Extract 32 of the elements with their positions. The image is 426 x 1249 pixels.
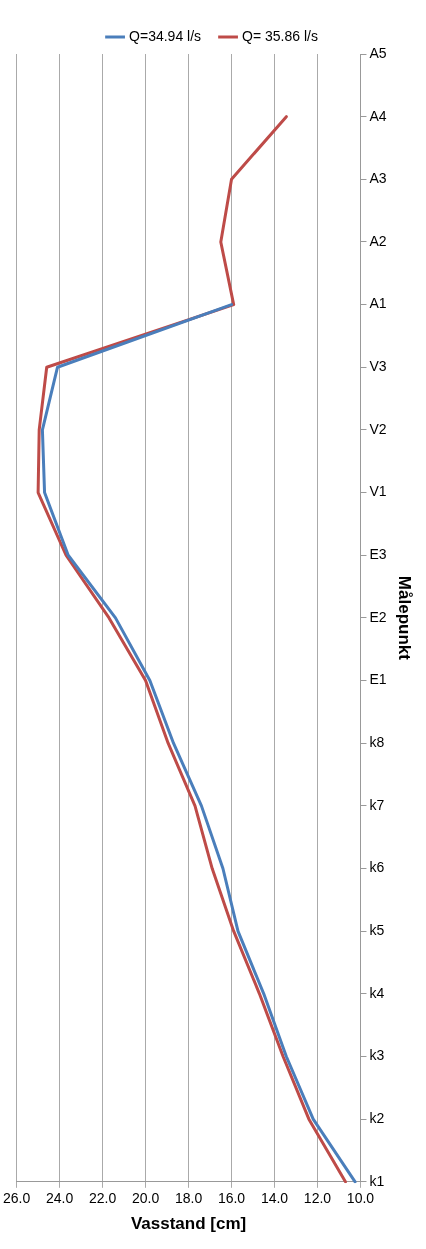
y-axis-title: Målepunkt [395,575,415,661]
x-axis-title: Vasstand [cm] [130,1214,247,1234]
x-tick-label: 22.0 [88,1190,117,1207]
x-tick-label: 10.0 [346,1190,375,1207]
y-tick-label: k5 [369,922,385,939]
legend-label: Q= 35.86 l/s [242,27,318,44]
y-tick-label: k3 [369,1047,385,1064]
x-tick-label: 24.0 [45,1190,74,1207]
y-tick-label: V2 [369,420,387,437]
y-tick-label: k4 [369,984,385,1001]
y-tick-label: A3 [369,170,387,187]
x-tick-label: 18.0 [174,1190,203,1207]
y-tick-label: E3 [369,546,387,563]
y-tick-label: k2 [369,1110,385,1126]
x-tick-label: 16.0 [217,1190,246,1207]
y-tick-label: A1 [369,295,387,312]
y-tick-label: A5 [369,44,387,61]
legend-label: Q=34.94 l/s [129,27,202,44]
x-tick-label: 20.0 [131,1190,160,1207]
y-tick-label: k7 [369,796,385,813]
x-tick-label: 12.0 [303,1190,332,1207]
x-tick-label: 26.0 [3,1190,31,1207]
y-tick-label: A2 [369,232,387,249]
x-tick-label: 14.0 [260,1190,289,1207]
y-tick-label: k6 [369,859,385,876]
y-tick-label: k1 [369,1172,385,1189]
y-tick-label: E2 [369,608,387,625]
y-tick-label: V1 [369,483,387,500]
y-tick-label: V3 [369,358,387,375]
y-tick-label: A4 [369,107,387,124]
y-tick-label: k8 [369,734,385,751]
y-tick-label: E1 [369,671,387,688]
